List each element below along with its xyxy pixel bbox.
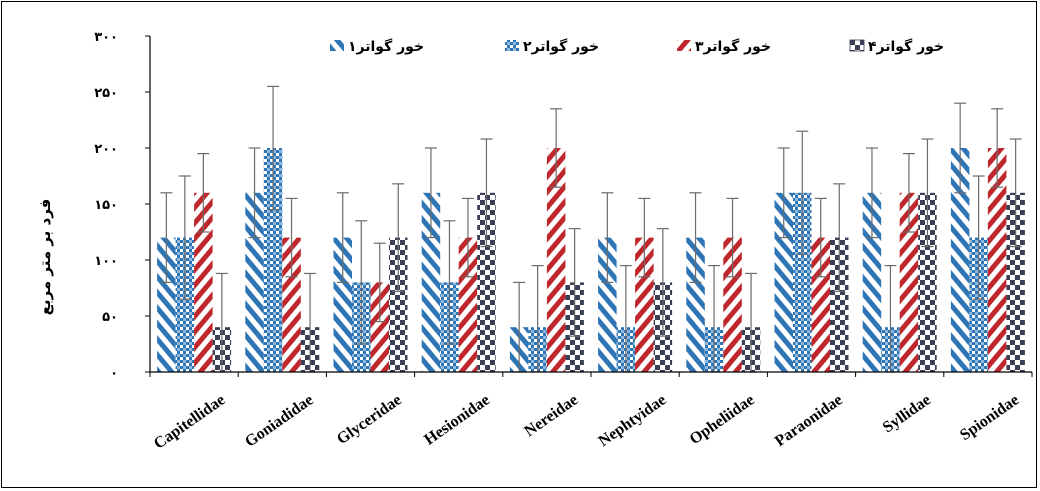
x-tick-label: Opheliidae	[687, 391, 758, 448]
bar	[389, 237, 408, 372]
bar	[918, 192, 937, 372]
legend-label: خور گواتر۱	[348, 38, 424, 55]
x-tick-label: Paraonidae	[772, 391, 846, 450]
bar	[635, 237, 654, 372]
legend-swatch	[505, 40, 519, 51]
x-tick-label: Goniadidae	[242, 391, 317, 450]
bars	[157, 148, 1025, 372]
bar	[157, 237, 176, 372]
x-tick-label: Nephtyidae	[596, 391, 670, 450]
y-tick-label: ۲۵۰	[94, 86, 118, 101]
legend-swatch	[677, 40, 691, 51]
y-tick-label: ۳۰۰	[94, 30, 118, 45]
bar	[333, 237, 352, 372]
bar	[282, 237, 301, 372]
y-tick-label: ۰	[110, 366, 118, 381]
x-tick-label: Spionidae	[957, 391, 1022, 444]
bar	[263, 148, 283, 372]
bar	[1006, 192, 1025, 372]
legend-swatch	[849, 39, 865, 52]
bar	[477, 192, 496, 372]
x-tick-label: Glyceridae	[334, 391, 405, 448]
bar	[969, 237, 988, 372]
bar	[194, 192, 213, 372]
legend-label: خور گواتر۴	[868, 38, 944, 55]
bar	[598, 237, 617, 372]
bar	[830, 237, 849, 372]
x-axis: Capitellidae Goniadidae Glyceridae Hesionid…	[149, 371, 1033, 453]
x-tick-label: Nereidae	[521, 391, 581, 440]
bar	[686, 237, 705, 372]
y-axis: ۰ ۵۰ ۱۰۰ ۱۵۰ ۲۰۰ ۲۵۰ ۳۰۰	[94, 30, 151, 381]
x-tick-label: Syllidae	[880, 391, 934, 436]
legend-label: خور گواتر۳	[695, 38, 771, 55]
bar	[793, 192, 812, 372]
bar	[987, 148, 1007, 372]
bar	[175, 237, 195, 372]
legend: خور گواتر۱ خور گواتر۲ خور گواتر۳ خور گواتر۴	[330, 38, 944, 55]
bar	[899, 192, 919, 372]
y-tick-label: ۱۵۰	[94, 198, 118, 213]
y-axis-label: فرد بر متر مربع	[36, 199, 54, 316]
bar	[370, 282, 389, 372]
legend-label: خور گواتر۲	[523, 38, 599, 55]
x-tick-label: Capitellidae	[151, 391, 228, 452]
x-tick-label: Hesionidae	[421, 391, 493, 448]
y-tick-label: ۵۰	[102, 310, 118, 325]
bar	[811, 237, 830, 372]
bar	[458, 237, 478, 372]
bar	[950, 148, 970, 372]
y-tick-label: ۱۰۰	[94, 254, 118, 269]
bar	[723, 237, 742, 372]
bar	[546, 148, 566, 372]
legend-swatch	[330, 40, 344, 51]
y-tick-label: ۲۰۰	[94, 142, 118, 157]
